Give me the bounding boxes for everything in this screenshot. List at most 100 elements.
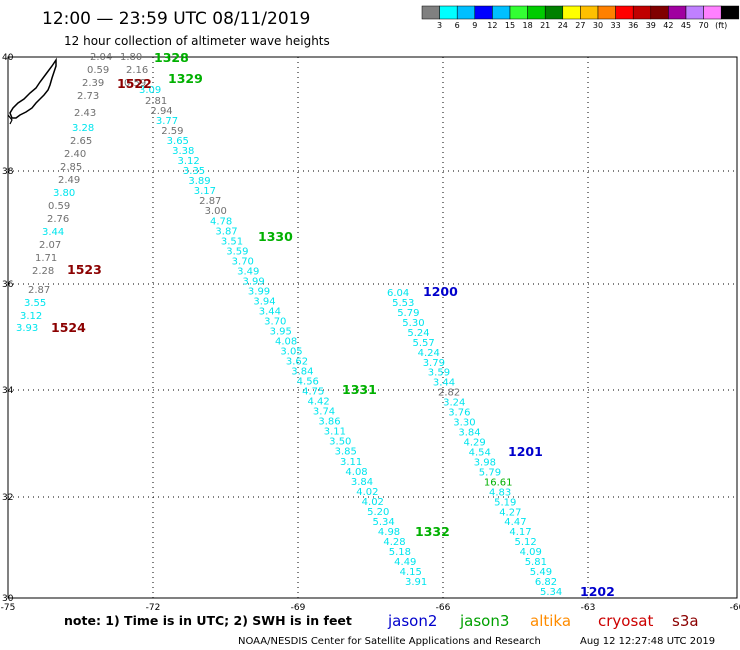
wave-height-value: 2.43 <box>74 108 96 119</box>
wave-height-value: 2.39 <box>82 78 104 89</box>
wave-height-value: 4.98 <box>378 527 400 538</box>
legend-label: 12 <box>487 21 497 30</box>
wave-height-value: 2.76 <box>47 214 69 225</box>
longitude-label: -63 <box>581 603 596 613</box>
wave-height-value: 3.55 <box>24 298 46 309</box>
wave-height-value: 4.02 <box>356 487 378 498</box>
wave-height-value: 5.30 <box>402 318 424 329</box>
wave-height-value: 3.11 <box>324 427 346 438</box>
legend-swatch <box>439 5 458 20</box>
wave-height-value: 3.87 <box>215 226 237 237</box>
wave-height-value: 3.76 <box>448 408 470 419</box>
wave-height-value: 3.95 <box>270 326 292 337</box>
wave-height-value: 2.87 <box>28 285 50 296</box>
wave-height-value: 6.04 <box>387 288 409 299</box>
wave-height-value: 3.84 <box>458 428 480 439</box>
legend-label: 18 <box>523 21 533 30</box>
wave-height-value: 3.65 <box>167 136 189 147</box>
pass-time-label: 1522 <box>117 76 152 91</box>
longitude-label: -66 <box>436 603 451 613</box>
wave-height-value: 3.86 <box>318 417 340 428</box>
legend-swatch <box>685 5 704 20</box>
wave-height-value: 3.59 <box>226 246 248 257</box>
wave-height-value: 5.19 <box>494 497 516 508</box>
wave-height-value: 2.40 <box>64 149 86 160</box>
wave-height-value: 5.79 <box>397 308 419 319</box>
satellite-legend: jason2 jason3 altika cryosat s3a <box>387 612 699 630</box>
wave-height-value: 2.28 <box>32 266 54 277</box>
wave-height-value: 1.80 <box>120 52 142 63</box>
wave-height-value: 3.44 <box>433 378 455 389</box>
wave-height-value: 3.85 <box>335 447 357 458</box>
wave-height-value: 5.20 <box>367 507 389 518</box>
longitude-label: -75 <box>1 603 16 613</box>
longitude-label: -60 <box>730 603 740 613</box>
wave-height-value: 3.30 <box>453 418 475 429</box>
legend-swatch <box>668 5 687 20</box>
legend-swatch <box>456 5 476 20</box>
pass-time-label: 1524 <box>51 320 86 335</box>
wave-height-value: 3.94 <box>253 296 275 307</box>
wave-height-value: 4.29 <box>464 438 486 449</box>
wave-height-value: 2.49 <box>58 175 80 186</box>
wave-height-value: 4.54 <box>469 447 491 458</box>
wave-height-value: 3.38 <box>172 146 194 157</box>
wave-height-value: 4.08 <box>345 467 367 478</box>
wave-height-value: 3.49 <box>237 266 259 277</box>
wave-height-value: 4.02 <box>362 497 384 508</box>
wave-height-value: 4.15 <box>400 567 422 578</box>
legend-label: 27 <box>575 21 585 30</box>
legend-label: 15 <box>505 21 515 30</box>
wave-height-value: 3.98 <box>474 457 496 468</box>
wave-height-value: 2.85 <box>60 162 82 173</box>
legend-label: 30 <box>593 21 603 30</box>
legend-swatch <box>527 5 546 20</box>
pass-time-label: 1201 <box>508 444 543 459</box>
wave-height-value: 4.83 <box>489 487 511 498</box>
color-legend: 3 6 9 12 15 18 21 24 27 30 33 36 39 42 45 70 (ft) <box>421 5 740 30</box>
legend-swatch <box>720 5 740 20</box>
wave-height-value: 3.84 <box>291 367 313 378</box>
pass-times: 1328 1329 1522 1523 1524 1330 1331 1332 1200 1201… <box>51 50 615 599</box>
wave-height-value: 2.16 <box>126 65 148 76</box>
wave-height-value: 4.27 <box>499 507 521 518</box>
wave-height-value: 5.57 <box>413 338 435 349</box>
graticule: -75 -72 -69 -66 -63 -60 40 38 36 34 32 30 <box>1 53 740 613</box>
wave-height-value: 2.81 <box>145 96 167 107</box>
wave-height-value: 4.09 <box>520 547 542 558</box>
legend-swatch <box>615 5 634 20</box>
wave-height-value: 3.51 <box>221 236 243 247</box>
legend-label: 36 <box>628 21 638 30</box>
wave-height-value: 3.17 <box>194 186 216 197</box>
wave-height-value: 2.87 <box>199 196 221 207</box>
wave-height-value: 4.17 <box>509 527 531 538</box>
wave-height-value: 3.00 <box>205 206 227 217</box>
wave-height-value: 1.71 <box>35 253 57 264</box>
satellite-label: altika <box>530 612 571 630</box>
wave-height-value: 5.18 <box>389 547 411 558</box>
legend-swatch <box>580 5 599 20</box>
wave-height-value: 5.24 <box>407 328 429 339</box>
wave-height-value: 3.35 <box>183 166 205 177</box>
satellite-label: jason2 <box>387 612 437 630</box>
latitude-label: 38 <box>2 167 14 177</box>
wave-height-value: 5.34 <box>540 587 562 598</box>
legend-swatch <box>421 5 440 20</box>
wave-height-value: 4.75 <box>302 387 324 398</box>
wave-height-value: 3.99 <box>243 276 265 287</box>
legend-swatch <box>597 5 616 20</box>
wave-height-value: 4.42 <box>308 397 330 408</box>
wave-height-value: 4.28 <box>383 537 405 548</box>
wave-height-value: 2.73 <box>77 91 99 102</box>
latitude-label: 32 <box>2 493 13 503</box>
wave-height-value: 3.93 <box>16 323 38 334</box>
wave-height-value: 2.59 <box>161 126 183 137</box>
satellite-label: jason3 <box>459 612 509 630</box>
legend-swatch <box>474 5 493 20</box>
pass-time-label: 1331 <box>342 382 377 397</box>
altimeter-tracks: 2.04 0.59 2.39 2.73 2.43 3.28 2.65 2.40 2.85 2.49… <box>16 52 562 598</box>
pass-time-label: 1200 <box>423 284 458 299</box>
legend-label: 24 <box>558 21 568 30</box>
wave-height-value: 3.70 <box>232 256 254 267</box>
